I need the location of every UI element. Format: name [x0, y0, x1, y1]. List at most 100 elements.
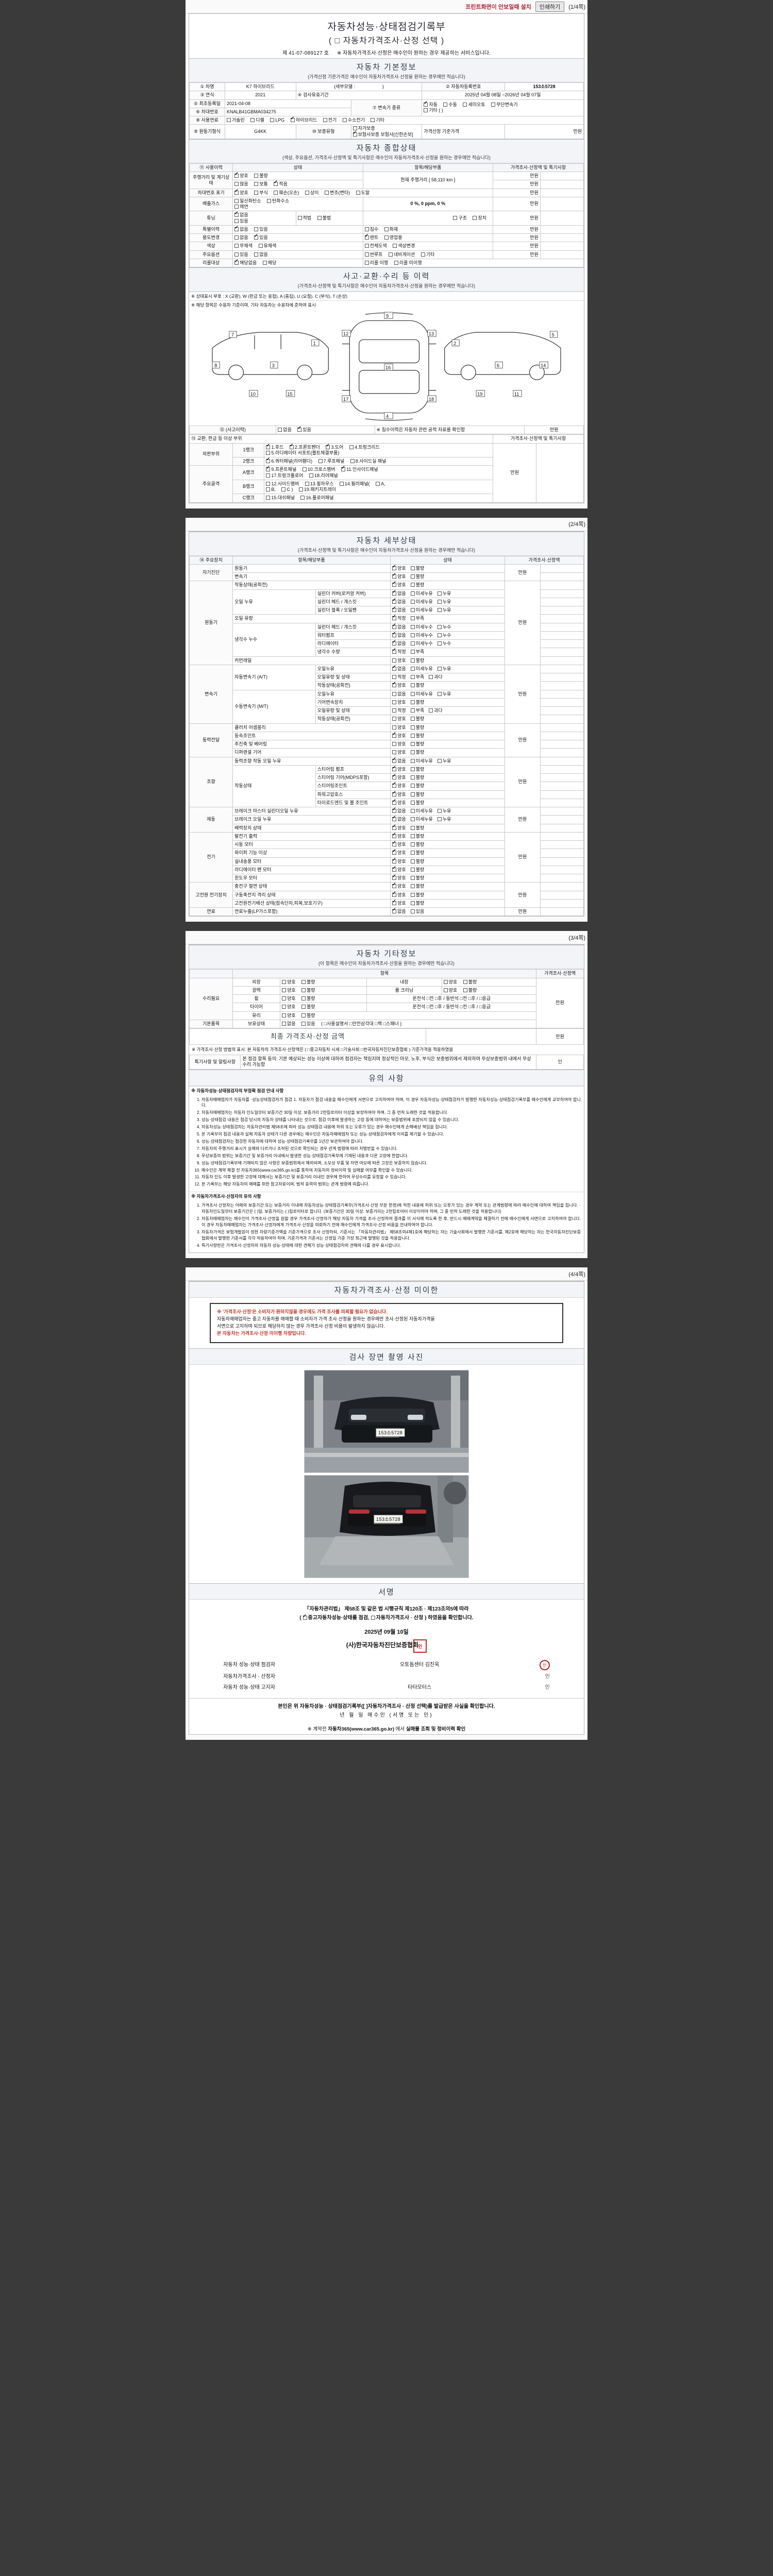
checkbox-icon[interactable] — [392, 623, 397, 629]
checkbox-icon[interactable] — [234, 244, 239, 248]
checkbox-icon[interactable] — [267, 198, 272, 203]
state-option[interactable]: 불량 — [410, 901, 424, 906]
checkbox-icon[interactable] — [392, 765, 397, 771]
checkbox-icon[interactable] — [254, 174, 259, 178]
checkbox-icon[interactable] — [410, 566, 415, 570]
state-option[interactable]: 불량 — [410, 875, 424, 881]
checkbox-icon[interactable] — [463, 979, 467, 984]
checkbox-icon[interactable] — [262, 260, 267, 265]
state-option[interactable]: 양호 — [392, 840, 406, 848]
checkbox-icon[interactable] — [437, 608, 442, 613]
fuel-opt-4[interactable]: 전기 — [323, 117, 337, 123]
checkbox-icon[interactable] — [326, 443, 330, 449]
state-option[interactable]: 불량 — [410, 825, 424, 831]
state-option[interactable]: 누수 — [437, 633, 451, 638]
state-option[interactable]: 양호 — [392, 581, 406, 588]
state-option[interactable]: 부족 — [410, 649, 424, 655]
checkbox-icon[interactable] — [392, 725, 397, 730]
checkbox-icon[interactable] — [410, 834, 415, 838]
checkbox-icon[interactable] — [410, 742, 415, 747]
state-option[interactable]: 불량 — [410, 892, 424, 898]
state-option[interactable]: 양호 — [392, 716, 406, 722]
checkbox-icon[interactable] — [371, 1616, 375, 1620]
state-option[interactable]: 양호 — [392, 790, 406, 798]
state-option[interactable]: 불량 — [410, 783, 424, 789]
checkbox-icon[interactable] — [305, 481, 309, 486]
state-option[interactable]: 부족 — [410, 708, 424, 714]
state-option[interactable]: 없음 — [392, 631, 406, 638]
state-option[interactable]: 불량 — [410, 767, 424, 772]
checkbox-icon[interactable] — [410, 708, 415, 713]
checkbox-icon[interactable] — [392, 790, 397, 796]
state-option[interactable]: 과다 — [429, 674, 443, 680]
state-option[interactable]: 없음 — [392, 589, 406, 597]
state-option[interactable]: 양호 — [392, 750, 406, 755]
checkbox-icon[interactable] — [392, 907, 397, 914]
state-option[interactable]: 있음 — [410, 909, 424, 914]
checkbox-icon[interactable] — [392, 658, 397, 663]
checkbox-icon[interactable] — [410, 666, 415, 671]
state-option[interactable]: 불량 — [410, 741, 424, 747]
state-option[interactable]: 양호 — [392, 773, 406, 781]
checkbox-icon[interactable] — [437, 633, 442, 637]
checkbox-icon[interactable] — [410, 859, 415, 863]
state-option[interactable]: 불량 — [410, 792, 424, 798]
checkbox-icon[interactable] — [352, 130, 357, 137]
state-option[interactable]: 불량 — [410, 582, 424, 588]
checkbox-icon[interactable] — [437, 691, 442, 696]
checkbox-icon[interactable] — [421, 252, 425, 257]
checkbox-icon[interactable] — [270, 118, 275, 122]
state-option[interactable]: 불량 — [410, 834, 424, 839]
checkbox-icon[interactable] — [234, 211, 239, 217]
checkbox-icon[interactable] — [341, 465, 346, 472]
state-option[interactable]: 누유 — [437, 591, 451, 597]
checkbox-icon[interactable] — [278, 428, 282, 432]
checkbox-icon[interactable] — [349, 445, 354, 449]
checkbox-icon[interactable] — [392, 807, 397, 814]
checkbox-icon[interactable] — [392, 598, 397, 604]
checkbox-icon[interactable] — [254, 252, 259, 257]
checkbox-icon[interactable] — [392, 589, 397, 596]
state-option[interactable]: 없음 — [392, 598, 406, 605]
checkbox-icon[interactable] — [384, 235, 389, 240]
checkbox-icon[interactable] — [234, 218, 239, 223]
checkbox-icon[interactable] — [437, 758, 442, 763]
checkbox-icon[interactable] — [392, 614, 397, 621]
state-option[interactable]: 양호 — [392, 866, 406, 873]
checkbox-icon[interactable] — [297, 426, 302, 432]
checkbox-icon[interactable] — [266, 496, 271, 500]
checkbox-icon[interactable] — [266, 443, 271, 449]
checkbox-icon[interactable] — [410, 784, 415, 788]
state-option[interactable]: 미세누수 — [410, 633, 433, 638]
checkbox-icon[interactable] — [437, 666, 442, 671]
state-option[interactable]: 불량 — [410, 574, 424, 580]
fuel-opt-3[interactable]: 하이브리드 — [290, 116, 317, 123]
state-option[interactable]: 부족 — [410, 616, 424, 621]
state-option[interactable]: 불량 — [410, 775, 424, 781]
checkbox-icon[interactable] — [453, 215, 458, 220]
checkbox-icon[interactable] — [410, 892, 415, 897]
checkbox-icon[interactable] — [429, 675, 433, 680]
state-option[interactable]: 없음 — [392, 665, 406, 672]
state-option[interactable]: 불량 — [410, 859, 424, 865]
state-option[interactable]: 누유 — [437, 691, 451, 697]
state-option[interactable]: 미세누유 — [410, 808, 433, 814]
checkbox-icon[interactable] — [325, 190, 329, 195]
checkbox-icon[interactable] — [437, 599, 442, 604]
state-option[interactable]: 없음 — [392, 691, 406, 697]
checkbox-icon[interactable] — [392, 757, 397, 763]
checkbox-icon[interactable] — [301, 1013, 306, 1018]
checkbox-icon[interactable] — [301, 988, 306, 992]
state-option[interactable]: 불량 — [410, 884, 424, 889]
checkbox-icon[interactable] — [410, 851, 415, 855]
checkbox-icon[interactable] — [266, 457, 271, 464]
state-option[interactable]: 양호 — [392, 782, 406, 789]
state-option[interactable]: 누유 — [437, 808, 451, 814]
checkbox-icon[interactable] — [410, 616, 415, 621]
checkbox-icon[interactable] — [410, 683, 415, 688]
state-option[interactable]: 없음 — [392, 907, 406, 914]
checkbox-icon[interactable] — [298, 487, 303, 492]
checkbox-icon[interactable] — [297, 215, 302, 220]
checkbox-icon[interactable] — [281, 1013, 286, 1018]
checkbox-icon[interactable] — [281, 1021, 286, 1026]
